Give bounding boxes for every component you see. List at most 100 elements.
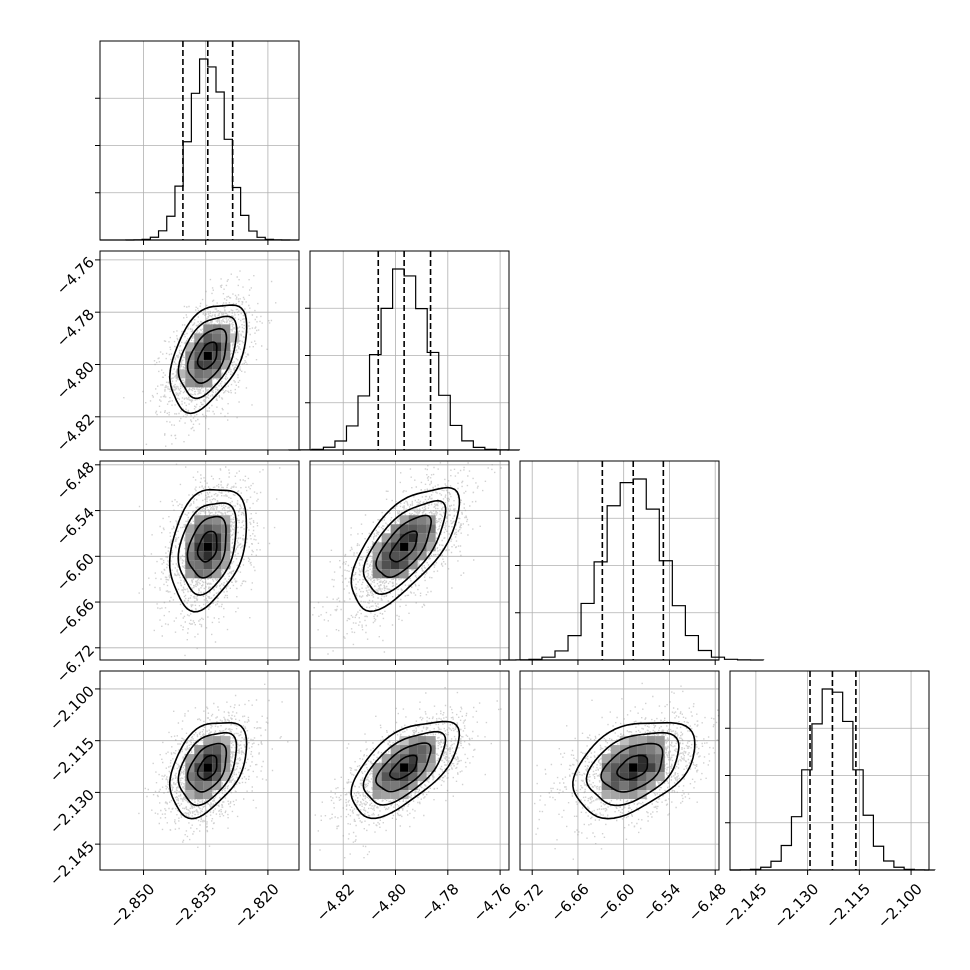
contour-0 (196, 341, 218, 371)
density-cell (619, 772, 629, 782)
contour-0 (389, 530, 419, 563)
density-cell (637, 745, 647, 755)
density-cell (426, 736, 436, 746)
contour-1 (186, 742, 228, 793)
density-cell (637, 772, 647, 782)
scatter-panel-3-2: −6.72 −6.66 −6.60 −6.54 −6.48 (502, 670, 730, 925)
density-cell (221, 551, 231, 561)
density-cell (601, 763, 611, 773)
density-cell (381, 754, 391, 764)
density-cell (221, 772, 231, 782)
density-cell (381, 560, 391, 570)
peak-marker (400, 542, 409, 551)
y-tick-label: −6.66 (53, 595, 98, 640)
density-cell (390, 772, 400, 782)
density-cell (628, 781, 638, 791)
density-cell (203, 745, 213, 755)
histogram-panel-3: −2.145 −2.130 −2.115 −2.100 (719, 670, 936, 932)
contour-0 (196, 530, 218, 563)
density-cell (426, 763, 436, 773)
density-cell (212, 569, 222, 579)
density-cell (399, 781, 409, 791)
density-cell (399, 515, 409, 525)
density-cell (408, 772, 418, 782)
scatter-panel-2-1 (309, 460, 510, 665)
density-cell (381, 542, 391, 552)
y-tick-label: −6.54 (53, 504, 98, 549)
density-cell (628, 736, 638, 746)
density-cell (399, 790, 409, 800)
density-cell (417, 745, 427, 755)
density-cell (203, 790, 213, 800)
density-cell (628, 772, 638, 782)
contour-2 (362, 499, 447, 596)
panel-frame (99, 40, 300, 241)
density-cell (610, 754, 620, 764)
density-cell (221, 763, 231, 773)
density-cell (417, 551, 427, 561)
density-cell (610, 790, 620, 800)
density-cell (372, 542, 382, 552)
contour-3 (572, 722, 696, 820)
density-cell (408, 745, 418, 755)
density-cell (417, 763, 427, 773)
density-cell (610, 781, 620, 791)
density-cell (417, 736, 427, 746)
density-cell (203, 360, 213, 370)
density-cell (203, 569, 213, 579)
density-cell (212, 745, 222, 755)
y-tick-label: −4.82 (53, 410, 98, 455)
y-tick-label: −2.145 (46, 837, 98, 889)
density-cell (194, 369, 204, 379)
density-cell (185, 342, 195, 352)
density-cell (221, 515, 231, 525)
scatter-panel-3-1: −4.82 −4.80 −4.78 −4.76 (309, 670, 515, 925)
density-cell (194, 524, 204, 534)
density-cell (203, 551, 213, 561)
panel-frame (519, 670, 720, 871)
density-cell (203, 369, 213, 379)
density-cell (417, 533, 427, 543)
density-cell (194, 754, 204, 764)
density-cell (194, 745, 204, 755)
density-cell (185, 542, 195, 552)
density-cell (390, 560, 400, 570)
peak-marker (629, 763, 638, 772)
y-tick-label: −6.48 (53, 458, 98, 503)
density-cell (417, 524, 427, 534)
contour-1 (375, 514, 433, 579)
density-cell (203, 524, 213, 534)
density-cell (230, 333, 240, 343)
density-cell (203, 324, 213, 334)
density-cell (185, 781, 195, 791)
contour-1 (600, 742, 664, 793)
x-tick-label: −2.835 (168, 880, 220, 932)
density-cell (646, 736, 656, 746)
panel-frame (99, 460, 300, 661)
scatter-points (312, 462, 502, 655)
density-cell (176, 369, 186, 379)
density-cell (399, 569, 409, 579)
density-cell (390, 763, 400, 773)
density-cell (390, 569, 400, 579)
density-cell (646, 781, 656, 791)
histogram-panel-2 (502, 460, 765, 665)
density-cell (203, 378, 213, 388)
density-cell (221, 360, 231, 370)
contour-3 (168, 488, 248, 613)
density-cell (372, 790, 382, 800)
contour-1 (186, 515, 227, 579)
density-cell (203, 736, 213, 746)
density-cell (194, 533, 204, 543)
x-tick-label: −6.54 (639, 880, 684, 925)
x-tick-label: −2.145 (719, 880, 771, 932)
density-cell (399, 736, 409, 746)
contour-0 (196, 754, 218, 781)
density-cell (212, 560, 222, 570)
density-cell (601, 790, 611, 800)
density-cell (372, 781, 382, 791)
density-cell (221, 324, 231, 334)
density-cell (203, 533, 213, 543)
density-cell (194, 342, 204, 352)
